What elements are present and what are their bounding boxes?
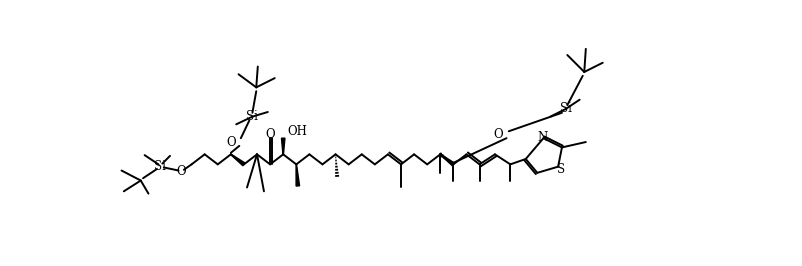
Polygon shape [296,164,300,186]
Polygon shape [231,154,245,166]
Text: O: O [494,128,504,141]
Polygon shape [282,138,285,154]
Text: N: N [537,131,548,144]
Text: Si: Si [246,110,258,123]
Text: O: O [265,128,275,141]
Text: OH: OH [287,125,307,138]
Text: O: O [176,165,185,178]
Text: S: S [557,163,565,176]
Text: O: O [227,136,237,148]
Text: Si: Si [154,160,166,173]
Text: Si: Si [560,102,572,115]
Polygon shape [440,154,455,166]
